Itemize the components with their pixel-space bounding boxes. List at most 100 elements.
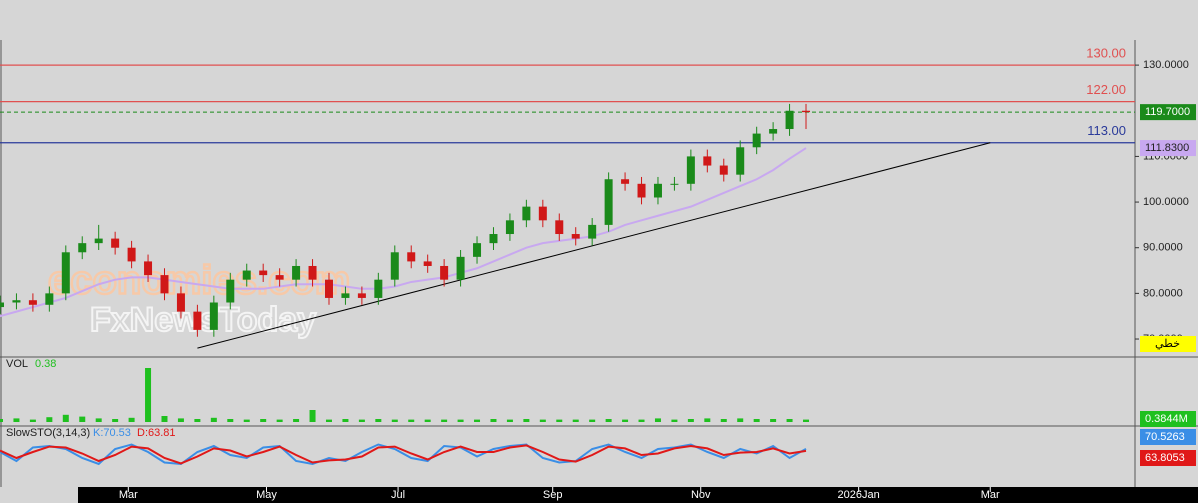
x-tick-label: Jul [391,489,405,501]
volume-bar [474,419,481,422]
candle-body [390,252,399,280]
candle-body [94,238,103,244]
volume-bar [342,419,349,422]
x-tick-label: Nov [691,489,711,501]
volume-bar [539,419,546,422]
ma-tag [1140,140,1196,157]
volume-title: VOL [6,358,28,370]
volume-bar [457,419,464,422]
candle-body [341,293,350,298]
candle-body [259,270,268,276]
trend-line [197,142,991,349]
candle-body [769,129,778,134]
volume-tag-label: 0.3844M [1145,413,1188,425]
level-label: 122.00 [1086,82,1126,97]
candle-body [489,234,498,244]
candle-body [275,275,284,280]
volume-bar [325,419,332,422]
candle-body [176,293,185,312]
stoch-line [0,443,807,466]
candle-body [802,110,811,113]
watermark: FxNewsToday [90,301,316,339]
candle-body [308,265,317,280]
y-tick-label: 100.0000 [1143,196,1189,208]
volume-bar [654,418,661,422]
candle-body [226,279,235,303]
candle-body [785,110,794,130]
stoch-tag-label: 70.5263 [1145,431,1185,443]
candle-body [653,183,662,198]
volume-bar [671,419,678,422]
volume-bar [194,419,201,422]
volume-bar [112,419,119,422]
volume-bar [145,368,152,422]
volume-bar [737,418,744,422]
x-tick-label: Mar [981,489,1000,501]
volume-bar [95,418,102,422]
volume-bar [13,418,20,422]
volume-bar [589,419,596,422]
candle-body [12,300,21,303]
volume-bar [293,419,300,422]
volume-bar [523,419,530,422]
candle-body [324,279,333,298]
last-price-label: 119.7000 [1145,106,1190,118]
stoch-title: SlowSTO(3,14,3) [6,427,90,439]
y-tick-label: 130.0000 [1143,59,1189,71]
candle-body [407,252,416,262]
candle-body [111,238,120,248]
candle-body [160,275,169,294]
stoch-k: K:70.53 [93,427,131,439]
candle-body [144,261,153,276]
volume-bar [803,419,810,422]
x-tick-label: 2026Jan [838,489,880,501]
volume-bar [128,417,135,422]
candle-body [571,234,580,239]
stoch-tag [1140,450,1196,466]
volume-bar [358,419,365,422]
y-tick-label: 90.0000 [1143,242,1183,254]
x-tick-label: Mar [119,489,138,501]
volume-bar [227,419,234,422]
level-label: 130.00 [1086,46,1126,61]
candle-body [209,302,218,330]
candle-body [522,206,531,221]
last-price-tag [1140,104,1196,121]
candle-body [703,156,712,166]
candle-body [719,165,728,175]
volume-bar [687,419,694,422]
candle-body [440,265,449,280]
volume-bar [62,414,69,422]
volume-bar [605,419,612,422]
candle-body [0,302,4,308]
volume-bar [161,416,168,422]
stoch-line [0,444,807,465]
volume-bar [375,419,382,422]
stoch-d: D:63.81 [137,427,176,439]
volume-bar [704,418,711,422]
mode-tag-label: خطي [1155,338,1180,350]
candle-body [127,247,136,262]
volume-bar [276,419,283,422]
candle-body [78,243,87,253]
candle-body [28,300,37,305]
volume-bar [770,419,777,422]
volume-bar [572,419,579,422]
candle-body [538,206,547,221]
volume-bar [391,419,398,422]
candle-body [670,183,679,185]
candle-body [242,270,251,280]
candle-body [637,183,646,198]
candle-body [505,220,514,235]
candle-body [374,279,383,298]
volume-bar [556,419,563,422]
volume-bar [29,419,36,422]
volume-bar [309,410,316,422]
volume-tag [1140,411,1196,427]
candle-body [621,179,630,184]
volume-bar [424,419,431,422]
mode-tag [1140,336,1196,352]
ma-tag-label: 111.8300 [1145,142,1189,154]
candle-body [555,220,564,235]
